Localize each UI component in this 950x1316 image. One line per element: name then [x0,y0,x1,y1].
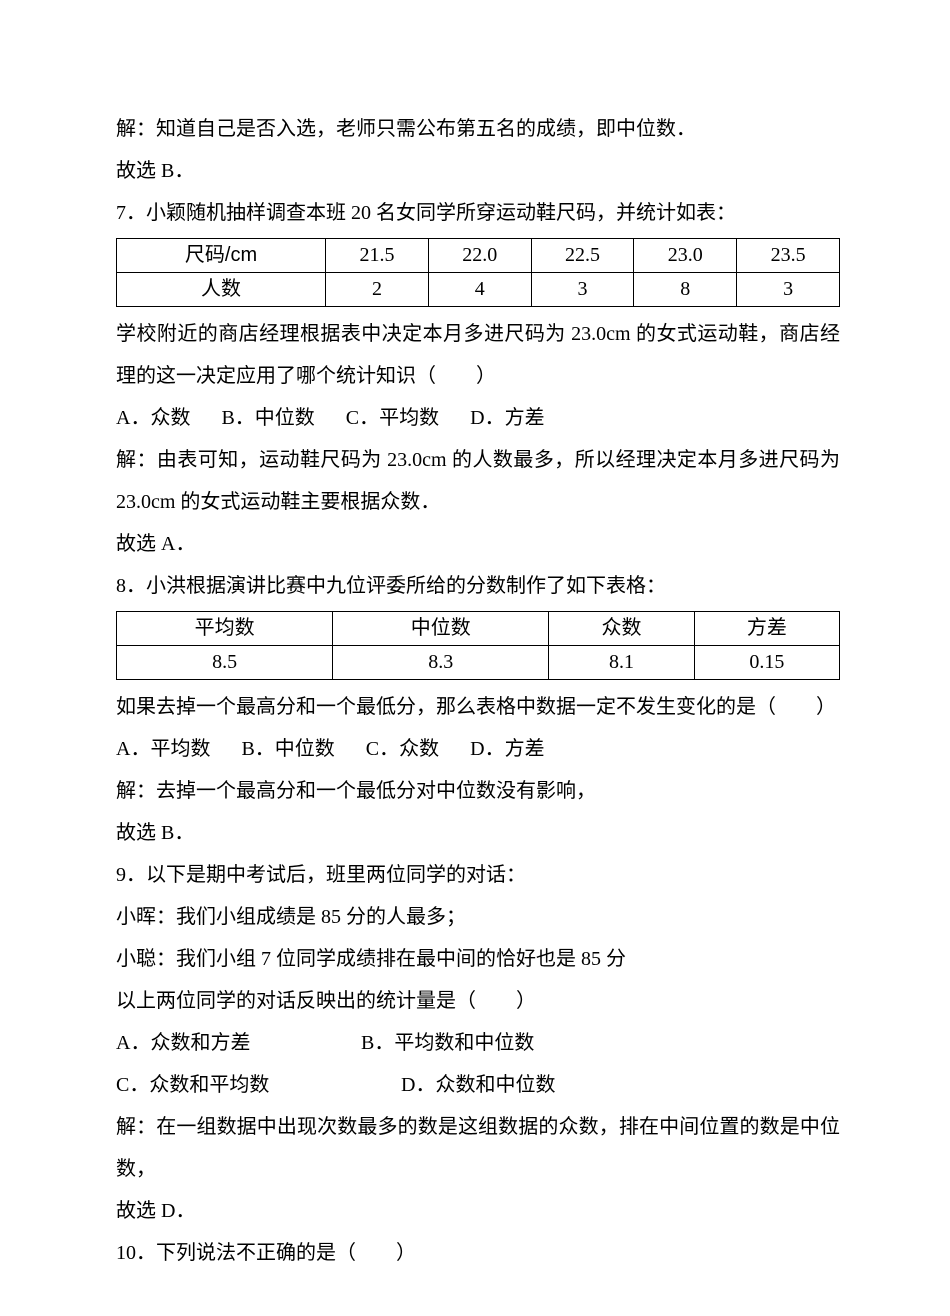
q6-solution: 解：知道自己是否入选，老师只需公布第五名的成绩，即中位数． [116,108,840,150]
q7-r2-2: 3 [531,273,634,307]
q7-options: A．众数 B．中位数 C．平均数 D．方差 [116,397,840,439]
q6-answer: 故选 B． [116,150,840,192]
q7-th2: 22.0 [428,239,531,273]
q7-r2-3: 8 [634,273,737,307]
q7-th5: 23.5 [737,239,840,273]
q7-th1: 21.5 [326,239,429,273]
q8-r-3: 0.15 [694,646,839,680]
q8-opt-b: B．中位数 [241,728,334,770]
q7-solution: 解：由表可知，运动鞋尺码为 23.0cm 的人数最多，所以经理决定本月多进尺码为… [116,439,840,523]
q9-opt-a: A．众数和方差 [116,1022,356,1064]
q9-answer: 故选 D． [116,1190,840,1232]
q10-stem: 10．下列说法不正确的是（ ） [116,1232,840,1274]
q7-opt-a: A．众数 [116,397,190,439]
q7-after: 学校附近的商店经理根据表中决定本月多进尺码为 23.0cm 的女式运动鞋，商店经… [116,313,840,397]
q8-r-0: 8.5 [117,646,333,680]
q8-opt-c: C．众数 [366,728,439,770]
q8-th0: 平均数 [117,612,333,646]
q8-table: 平均数 中位数 众数 方差 8.5 8.3 8.1 0.15 [116,611,840,680]
q8-stem: 8．小洪根据演讲比赛中九位评委所给的分数制作了如下表格： [116,565,840,607]
q9-stem: 9．以下是期中考试后，班里两位同学的对话： [116,854,840,896]
q8-r-2: 8.1 [549,646,694,680]
q7-th3: 22.5 [531,239,634,273]
q9-solution: 解：在一组数据中出现次数最多的数是这组数据的众数，排在中间位置的数是中位数， [116,1106,840,1190]
q7-stem: 7．小颖随机抽样调查本班 20 名女同学所穿运动鞋尺码，并统计如表： [116,192,840,234]
q8-answer: 故选 B． [116,812,840,854]
q8-opt-a: A．平均数 [116,728,210,770]
q8-options: A．平均数 B．中位数 C．众数 D．方差 [116,728,840,770]
q9-opt-c: C．众数和平均数 [116,1064,356,1106]
q7-th0: 尺码/cm [117,239,326,273]
q7-r2-1: 4 [428,273,531,307]
q8-after: 如果去掉一个最高分和一个最低分，那么表格中数据一定不发生变化的是（ ） [116,686,840,728]
q9-opt-b: B．平均数和中位数 [361,1032,534,1054]
q9-options-row2: C．众数和平均数 D．众数和中位数 [116,1064,840,1106]
q7-r2-0: 2 [326,273,429,307]
q7-opt-d: D．方差 [470,397,544,439]
q7-opt-b: B．中位数 [221,397,314,439]
q9-options-row1: A．众数和方差 B．平均数和中位数 [116,1022,840,1064]
q9-line2: 小聪：我们小组 7 位同学成绩排在最中间的恰好也是 85 分 [116,938,840,980]
q8-solution: 解：去掉一个最高分和一个最低分对中位数没有影响， [116,770,840,812]
q7-opt-c: C．平均数 [346,397,439,439]
q9-line3: 以上两位同学的对话反映出的统计量是（ ） [116,980,840,1022]
q7-table: 尺码/cm 21.5 22.0 22.5 23.0 23.5 人数 2 4 3 … [116,238,840,307]
q8-th3: 方差 [694,612,839,646]
q9-line1: 小晖：我们小组成绩是 85 分的人最多； [116,896,840,938]
q7-r2-label: 人数 [117,273,326,307]
q7-th4: 23.0 [634,239,737,273]
q8-opt-d: D．方差 [470,728,544,770]
q9-opt-d: D．众数和中位数 [401,1074,555,1096]
q8-th2: 众数 [549,612,694,646]
q8-r-1: 8.3 [333,646,549,680]
q7-answer: 故选 A． [116,523,840,565]
q7-r2-4: 3 [737,273,840,307]
q8-th1: 中位数 [333,612,549,646]
